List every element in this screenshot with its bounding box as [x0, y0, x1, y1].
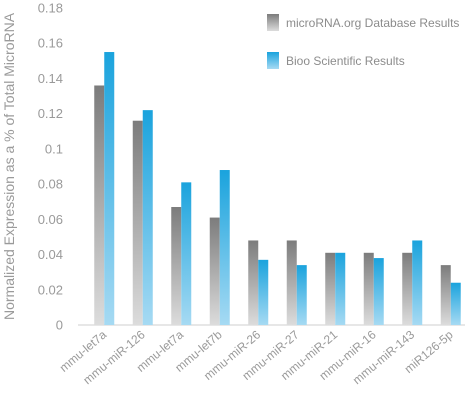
bar-bioo-4 [219, 170, 230, 325]
bar-bioo-10 [450, 282, 461, 325]
bar-database-1 [94, 85, 105, 325]
x-axis-category-labels: mmu-let7ammu-miR-126mmu-let7ammu-let7bmm… [57, 327, 456, 387]
legend-swatch [267, 14, 279, 31]
bar-database-7 [325, 252, 336, 325]
y-tick-label: 0 [56, 318, 63, 333]
legend-label: microRNA.org Database Results [286, 16, 459, 30]
y-tick-label: 0.16 [38, 36, 63, 51]
bar-bioo-1 [104, 52, 115, 326]
bar-bioo-3 [181, 182, 192, 325]
bar-database-8 [363, 252, 374, 325]
legend-swatch [267, 52, 279, 69]
y-tick-label: 0.06 [38, 212, 63, 227]
bar-database-6 [286, 240, 297, 325]
y-tick-label: 0.14 [38, 71, 63, 86]
bar-database-10 [440, 265, 451, 325]
bar-bioo-8 [373, 258, 384, 325]
bar-bioo-6 [296, 265, 307, 325]
legend-label: Bioo Scientific Results [286, 54, 405, 68]
y-tick-label: 0.1 [45, 141, 63, 156]
y-axis-ticks: 0 0.02 0.04 0.06 0.08 0.1 0.12 0.14 0.16 0.18 [38, 1, 63, 333]
bar-database-2 [132, 120, 143, 325]
y-tick-label: 0.18 [38, 1, 63, 16]
bar-bioo-2 [142, 110, 153, 326]
bar-database-3 [171, 207, 182, 325]
y-tick-label: 0.02 [38, 282, 63, 297]
bars [94, 52, 461, 326]
y-tick-label: 0.08 [38, 177, 63, 192]
bar-database-9 [402, 252, 413, 325]
bar-bioo-5 [258, 259, 269, 325]
y-axis-label: Normalized Expression as a % of Total Mi… [1, 12, 17, 320]
y-tick-label: 0.04 [38, 247, 63, 262]
bar-database-4 [209, 217, 220, 325]
bar-database-5 [248, 240, 259, 325]
bar-bioo-9 [412, 240, 423, 325]
bar-bioo-7 [335, 252, 346, 325]
y-tick-label: 0.12 [38, 106, 63, 121]
legend: microRNA.org Database Results Bioo Scient… [267, 14, 459, 69]
